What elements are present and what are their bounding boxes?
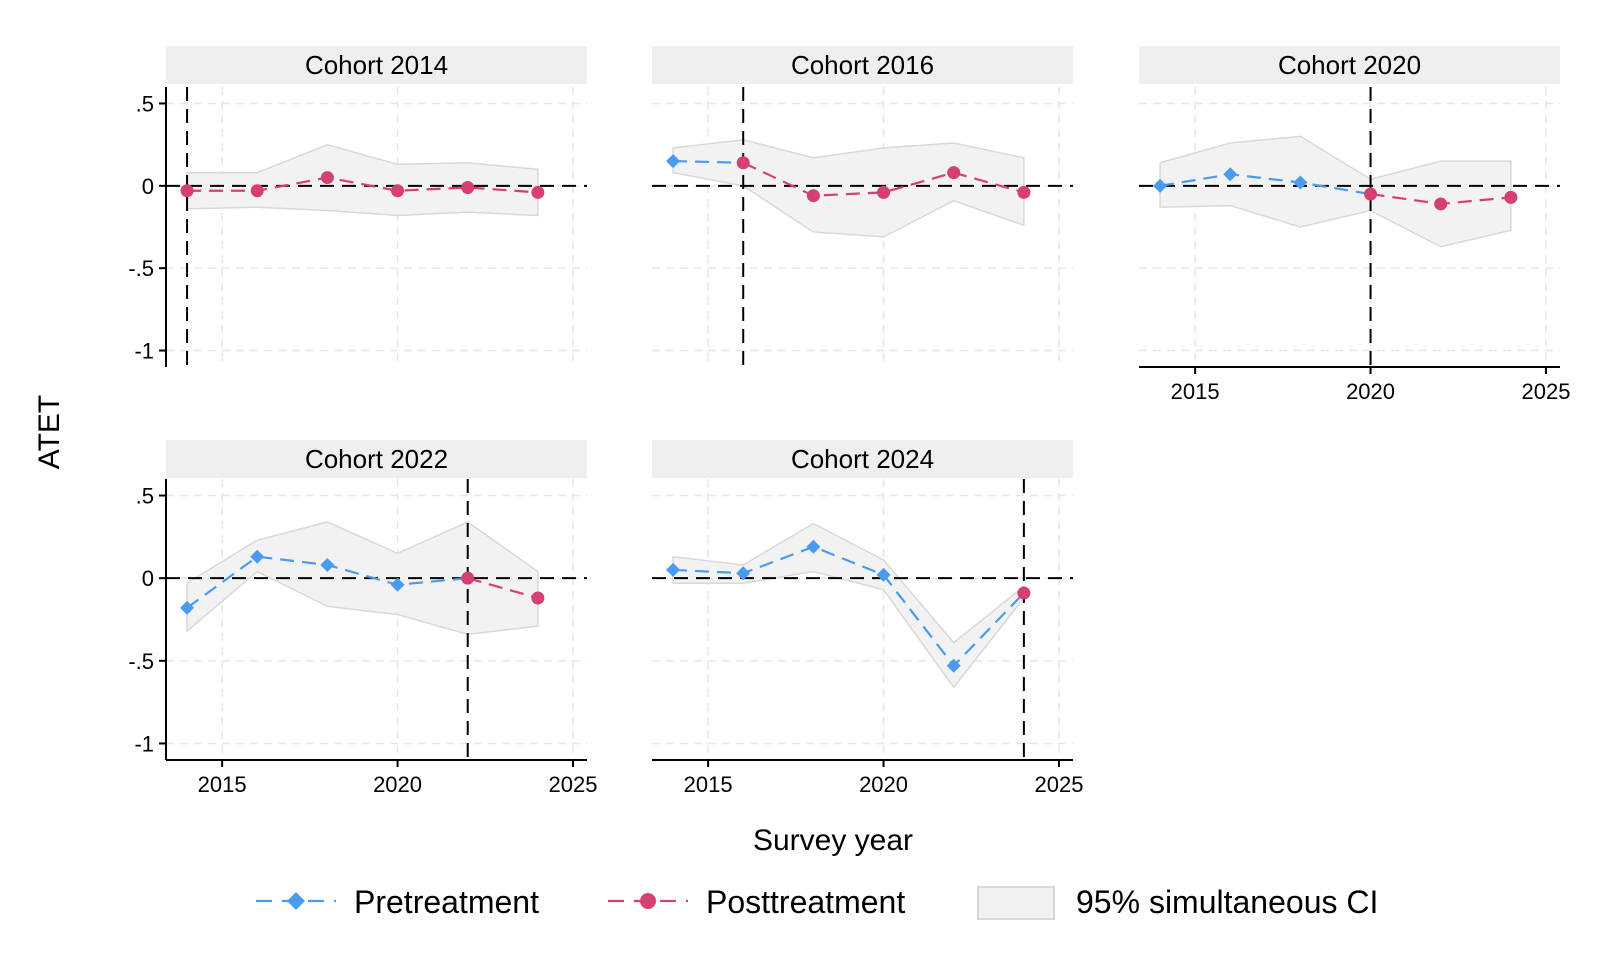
- x-tick-label: 2025: [548, 772, 597, 797]
- legend-swatch-pre-marker: [287, 892, 305, 910]
- x-tick-label: 2020: [859, 772, 908, 797]
- posttreatment-point: [461, 571, 475, 585]
- x-tick-label: 2025: [1521, 379, 1570, 404]
- ci-band: [186, 521, 539, 636]
- posttreatment-point: [461, 180, 475, 194]
- y-tick-label: 0: [142, 174, 154, 199]
- legend-label-posttreatment: Posttreatment: [706, 884, 905, 920]
- pretreatment-point: [250, 549, 265, 564]
- pretreatment-point: [946, 658, 961, 673]
- pretreatment-point: [320, 557, 335, 572]
- x-axis-title: Survey year: [753, 824, 913, 857]
- panel-cohort-2020: Cohort 2020 2015 2020 2025: [1139, 46, 1570, 404]
- legend: Pretreatment Posttreatment 95% simultane…: [256, 884, 1378, 920]
- posttreatment-point: [1017, 586, 1031, 600]
- ci-band: [672, 522, 1025, 689]
- pretreatment-point: [390, 577, 405, 592]
- posttreatment-point: [250, 184, 264, 198]
- panel-strip: [1139, 46, 1560, 84]
- legend-swatch-ci: [977, 886, 1055, 920]
- posttreatment-point: [180, 184, 194, 198]
- legend-label-ci: 95% simultaneous CI: [1076, 884, 1378, 920]
- posttreatment-point: [947, 166, 961, 180]
- pretreatment-point: [1153, 178, 1168, 193]
- panel-strip: [166, 440, 587, 478]
- x-tick-label: 2015: [1171, 379, 1220, 404]
- pretreatment-line: [672, 545, 1025, 668]
- y-tick-label: -1: [134, 339, 154, 364]
- pretreatment-point: [1293, 175, 1308, 190]
- posttreatment-line: [187, 176, 538, 194]
- panel-cohort-2014: Cohort 2014 .5 0 -.5 -1: [128, 46, 587, 367]
- legend-label-pretreatment: Pretreatment: [354, 884, 539, 920]
- legend-item-pretreatment: Pretreatment: [256, 884, 539, 920]
- posttreatment-point: [806, 189, 820, 203]
- posttreatment-line: [467, 577, 539, 600]
- panel-title: Cohort 2022: [305, 444, 448, 474]
- posttreatment-point: [1434, 197, 1448, 211]
- pretreatment-point: [666, 154, 681, 169]
- posttreatment-point: [736, 156, 750, 170]
- panel-cohort-2024: Cohort 2024 2015 2020 2025: [652, 440, 1083, 797]
- posttreatment-line: [742, 161, 1025, 197]
- legend-item-posttreatment: Posttreatment: [608, 884, 905, 920]
- pretreatment-line: [1159, 173, 1371, 196]
- y-tick-label: 0: [142, 566, 154, 591]
- panels-layer: Cohort 2014 .5 0 -.5 -1 Cohort 2016 Cohort 202…: [128, 46, 1570, 797]
- panel-strip: [166, 46, 587, 84]
- panel-cohort-2016: Cohort 2016: [652, 46, 1073, 367]
- posttreatment-point: [531, 591, 545, 605]
- legend-item-ci: 95% simultaneous CI: [977, 884, 1378, 920]
- x-tick-label: 2015: [684, 772, 733, 797]
- y-tick-label: .5: [136, 91, 154, 116]
- posttreatment-point: [877, 185, 891, 199]
- pretreatment-line: [673, 160, 744, 164]
- ci-band: [672, 138, 1025, 238]
- pretreatment-point: [736, 566, 751, 581]
- posttreatment-point: [1364, 187, 1378, 201]
- posttreatment-point: [1504, 190, 1518, 204]
- y-tick-label: -.5: [128, 256, 154, 281]
- ci-band: [1159, 135, 1512, 248]
- y-tick-label: -.5: [128, 649, 154, 674]
- legend-swatch-post-marker: [640, 893, 656, 909]
- pretreatment-point: [180, 600, 195, 615]
- pretreatment-point: [1223, 167, 1238, 182]
- x-tick-label: 2020: [373, 772, 422, 797]
- y-tick-label: .5: [136, 484, 154, 509]
- posttreatment-point: [391, 184, 405, 198]
- ci-band: [186, 143, 539, 217]
- x-tick-label: 2015: [198, 772, 247, 797]
- y-tick-label: -1: [134, 731, 154, 756]
- y-axis-title: ATET: [33, 395, 66, 469]
- panel-title: Cohort 2024: [791, 444, 934, 474]
- x-tick-label: 2025: [1034, 772, 1083, 797]
- posttreatment-point: [320, 171, 334, 185]
- panel-strip: [652, 440, 1073, 478]
- x-tick-label: 2020: [1346, 379, 1395, 404]
- posttreatment-point: [531, 185, 545, 199]
- panel-strip: [652, 46, 1073, 84]
- posttreatment-point: [1017, 185, 1031, 199]
- panel-title: Cohort 2014: [305, 50, 448, 80]
- panel-title: Cohort 2020: [1278, 50, 1421, 80]
- pretreatment-point: [876, 567, 891, 582]
- pretreatment-point: [806, 539, 821, 554]
- panel-cohort-2022: Cohort 2022 .5 0 -.5 -1 2015 2020 2025: [128, 440, 597, 797]
- panel-title: Cohort 2016: [791, 50, 934, 80]
- pretreatment-point: [666, 562, 681, 577]
